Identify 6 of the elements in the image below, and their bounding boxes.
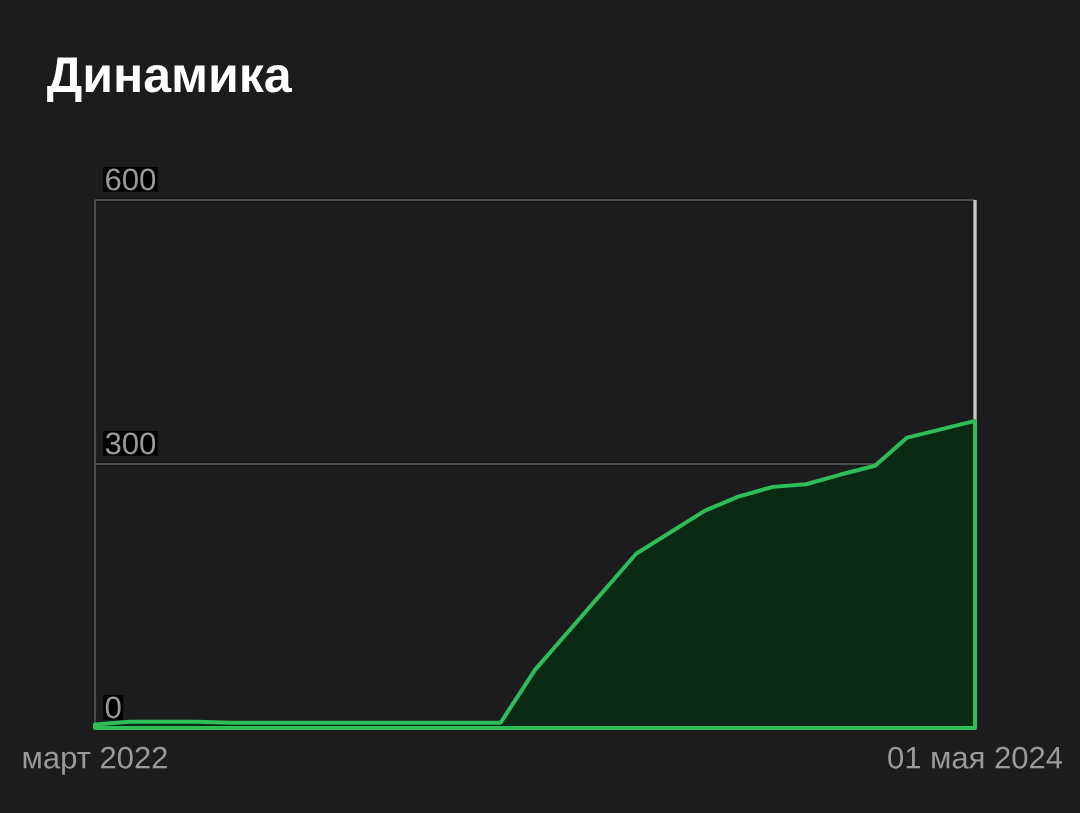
x-tick-label: 01 мая 2024 (888, 746, 1063, 769)
y-tick-label: 600 (106, 168, 156, 191)
y-tick-label: 300 (105, 432, 156, 455)
chart-title: Динамика (47, 57, 292, 102)
y-tick-label: 0 (105, 696, 121, 719)
x-tick-label: март 2022 (23, 746, 167, 775)
